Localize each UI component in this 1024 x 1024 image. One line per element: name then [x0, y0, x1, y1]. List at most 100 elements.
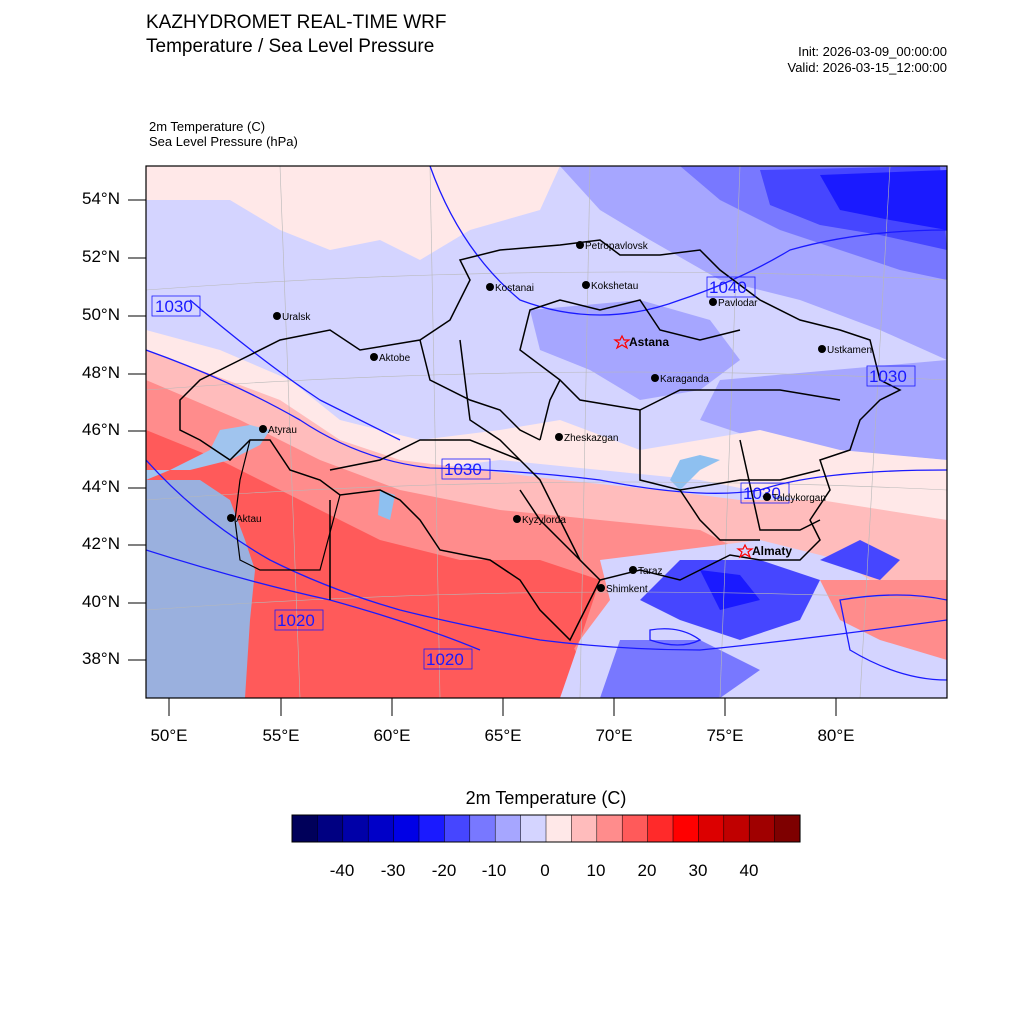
colorbar-cell [520, 814, 547, 843]
lat-label: 42°N [82, 534, 120, 553]
city-marker [709, 298, 717, 306]
city-marker [259, 425, 267, 433]
colorbar-cell [317, 814, 344, 843]
city-label: Astana [629, 335, 669, 349]
colorbar-tick-label: -20 [431, 861, 457, 880]
city-label: Kokshetau [591, 281, 638, 292]
colorbar-tick-label: -30 [380, 861, 406, 880]
city-label: Taldykorgan [772, 493, 826, 504]
valid-time: Valid: 2026-03-15_12:00:00 [787, 60, 948, 75]
colorbar-cell [418, 814, 445, 843]
city-label: Ustkamen [827, 345, 872, 356]
axis-ticks [128, 199, 837, 716]
colorbar-tick-label: -40 [329, 861, 355, 880]
lat-label: 44°N [82, 477, 120, 496]
capital-star-icon [736, 543, 754, 559]
city-label: Almaty [752, 544, 792, 558]
colorbar-cell [647, 814, 674, 843]
colorbar-cell [571, 814, 598, 843]
colorbar-cell [342, 814, 369, 843]
isobar-labels: 1030 1040 1030 1030 1030 1020 1020 [151, 276, 916, 670]
temperature-field [146, 166, 947, 698]
colorbar-cell [672, 814, 699, 843]
colorbar-frame [291, 814, 801, 843]
lat-label: 48°N [82, 363, 120, 382]
plot-title: KAZHYDROMET REAL-TIME WRF [146, 12, 447, 33]
city-label: Taraz [638, 566, 662, 577]
city-marker [576, 241, 584, 249]
pressure-field-label: Sea Level Pressure (hPa) [149, 134, 298, 149]
lon-label: 80°E [817, 726, 855, 745]
colorbar-cell [494, 814, 522, 843]
city-marker [818, 345, 826, 353]
city-label: Pavlodar [718, 298, 758, 309]
city-marker [651, 374, 659, 382]
lat-label: 40°N [82, 592, 120, 611]
capital-star-icon [613, 334, 631, 350]
borders [179, 239, 902, 642]
cities: Petropavlovsk Kostanai Kokshetau Pavloda… [227, 241, 872, 595]
isobar-label: 1030 [444, 460, 482, 479]
city-label: Aktobe [379, 353, 411, 364]
colorbar-cell [393, 814, 420, 843]
colorbar [291, 814, 801, 843]
isobar-label: 1020 [426, 650, 464, 669]
city-label: Uralsk [282, 312, 311, 323]
colorbar-cell [291, 814, 318, 843]
isobar-label: 1040 [709, 278, 747, 297]
isobar-label: 1020 [277, 611, 315, 630]
colorbar-tick-label: -10 [481, 861, 507, 880]
city-label: Kyzylorda [522, 515, 566, 526]
colorbar-cell [596, 814, 623, 843]
city-label: Zheskazgan [564, 433, 618, 444]
city-marker [597, 584, 605, 592]
plot-subtitle: Temperature / Sea Level Pressure [146, 36, 435, 57]
lat-label: 50°N [82, 305, 120, 324]
temperature-field-label: 2m Temperature (C) [149, 119, 266, 134]
city-label: Karaganda [660, 374, 709, 385]
lon-label: 50°E [150, 726, 188, 745]
city-marker [227, 514, 235, 522]
lat-label: 38°N [82, 649, 120, 668]
city-marker [629, 566, 637, 574]
isobar-label: 1030 [155, 297, 193, 316]
city-label: Shimkent [606, 584, 648, 595]
colorbar-tick-label: 20 [637, 861, 657, 880]
city-marker [513, 515, 521, 523]
city-label: Aktau [236, 514, 262, 525]
city-label: Petropavlovsk [585, 241, 649, 252]
colorbar-tick-label: 0 [540, 861, 550, 880]
graticule [146, 166, 947, 698]
isobars [146, 166, 947, 681]
city-marker [370, 353, 378, 361]
lat-label: 54°N [82, 189, 120, 208]
lon-label: 70°E [595, 726, 633, 745]
colorbar-tick-label: 30 [688, 861, 708, 880]
city-marker [555, 433, 563, 441]
colorbar-cell [748, 814, 776, 843]
lon-label: 65°E [484, 726, 522, 745]
colorbar-cell [545, 814, 572, 843]
colorbar-cell [698, 814, 725, 843]
isobar-label: 1030 [869, 367, 907, 386]
lat-label: 52°N [82, 247, 120, 266]
colorbar-cell [444, 814, 471, 843]
city-marker [273, 312, 281, 320]
city-marker [582, 281, 590, 289]
init-time: Init: 2026-03-09_00:00:00 [798, 44, 947, 59]
colorbar-cell [621, 814, 649, 843]
lon-label: 75°E [706, 726, 744, 745]
lon-label: 60°E [373, 726, 411, 745]
map-frame [145, 165, 948, 699]
colorbar-cell [469, 814, 496, 843]
city-marker [763, 493, 771, 501]
city-label: Kostanai [495, 283, 534, 294]
lon-label: 55°E [262, 726, 300, 745]
lat-label: 46°N [82, 420, 120, 439]
colorbar-title: 2m Temperature (C) [465, 788, 627, 808]
city-label: Atyrau [268, 425, 297, 436]
colorbar-tick-label: 40 [739, 861, 759, 880]
colorbar-cell [367, 814, 395, 843]
colorbar-cell [723, 814, 750, 843]
